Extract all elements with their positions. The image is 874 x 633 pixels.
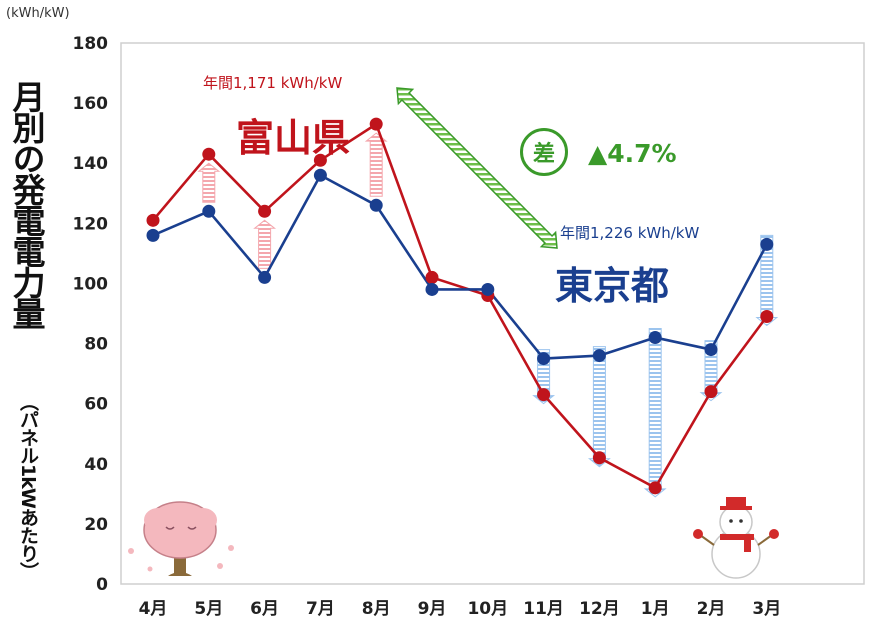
data-point-toyama [146,213,160,227]
x-tick-label: 6月 [250,599,279,619]
x-tick-label: 4月 [139,599,168,619]
data-point-tokyo [537,352,551,366]
y-tick-label: 40 [84,455,108,475]
series-points [146,117,774,495]
y-tick-label: 80 [84,335,108,355]
series-line-toyama [152,122,768,490]
data-point-toyama [258,204,272,218]
data-point-tokyo [704,343,718,357]
decrease-arrow [587,346,611,468]
data-point-tokyo [648,331,662,345]
data-point-tokyo [369,198,383,212]
x-tick-label: 11月 [523,599,564,619]
data-point-toyama [202,147,216,161]
snowman-illustration [693,497,779,579]
y-tick-label: 140 [73,154,109,174]
data-point-tokyo [258,270,272,284]
plot-frame [120,42,865,585]
y-tick-label: 180 [73,34,109,54]
cherry-tree-illustration [128,501,234,576]
data-point-toyama [369,117,383,131]
decrease-arrow [643,328,667,498]
x-tick-label: 8月 [362,599,391,619]
difference-badge: 差 [520,128,568,176]
data-point-toyama [760,310,774,324]
increase-arrow [253,219,277,269]
y-tick-label: 20 [84,515,108,535]
difference-arrows [197,132,779,498]
tokyo-series-label: 東京都 [555,264,670,308]
data-point-tokyo [592,349,606,363]
x-tick-label: 10月 [467,599,508,619]
tokyo-annual-label: 年間1,226 kWh/kW [560,224,700,242]
data-point-tokyo [202,204,216,218]
x-tick-label: 1月 [641,599,670,619]
toyama-annual-label: 年間1,171 kWh/kW [203,74,343,92]
data-point-toyama [537,388,551,402]
data-point-tokyo [481,282,495,296]
y-axis-subtitle: （パネル1kWあたり） [17,392,39,580]
x-tick-label: 2月 [697,599,726,619]
data-point-tokyo [146,228,160,242]
x-tick-label: 12月 [579,599,620,619]
y-tick-label: 60 [84,395,108,415]
series-line-tokyo [152,173,768,360]
data-point-toyama [313,153,327,167]
data-point-tokyo [760,237,774,251]
y-tick-label: 0 [96,575,108,595]
data-point-toyama [704,385,718,399]
y-tick-label: 160 [73,94,109,114]
series-lines [152,122,768,490]
data-point-tokyo [313,168,327,182]
data-point-toyama [648,481,662,495]
annual-difference-arrow [396,87,558,249]
data-point-tokyo [425,282,439,296]
x-axis-ticks: 4月 5月 6月 7月 8月 9月 10月 11月 12月 1月 2月 3月 [139,599,782,619]
x-tick-label: 5月 [194,599,223,619]
x-tick-label: 9月 [418,599,447,619]
y-tick-label: 100 [73,274,109,294]
x-tick-label: 3月 [752,599,781,619]
y-tick-label: 120 [73,214,109,234]
increase-arrow [197,162,221,203]
y-axis-title: 月別の発電電力量 [7,80,46,328]
data-point-toyama [425,270,439,284]
x-tick-label: 7月 [306,599,335,619]
difference-value: ▲4.7% [588,139,677,168]
data-point-toyama [592,451,606,465]
decrease-arrow [755,234,779,327]
y-axis-ticks: 0 20 40 60 80 100 120 140 160 180 [73,34,109,595]
y-axis-unit: (kWh/kW) [6,6,70,21]
green-double-arrow [396,87,558,249]
toyama-series-label: 富山県 [236,116,351,160]
